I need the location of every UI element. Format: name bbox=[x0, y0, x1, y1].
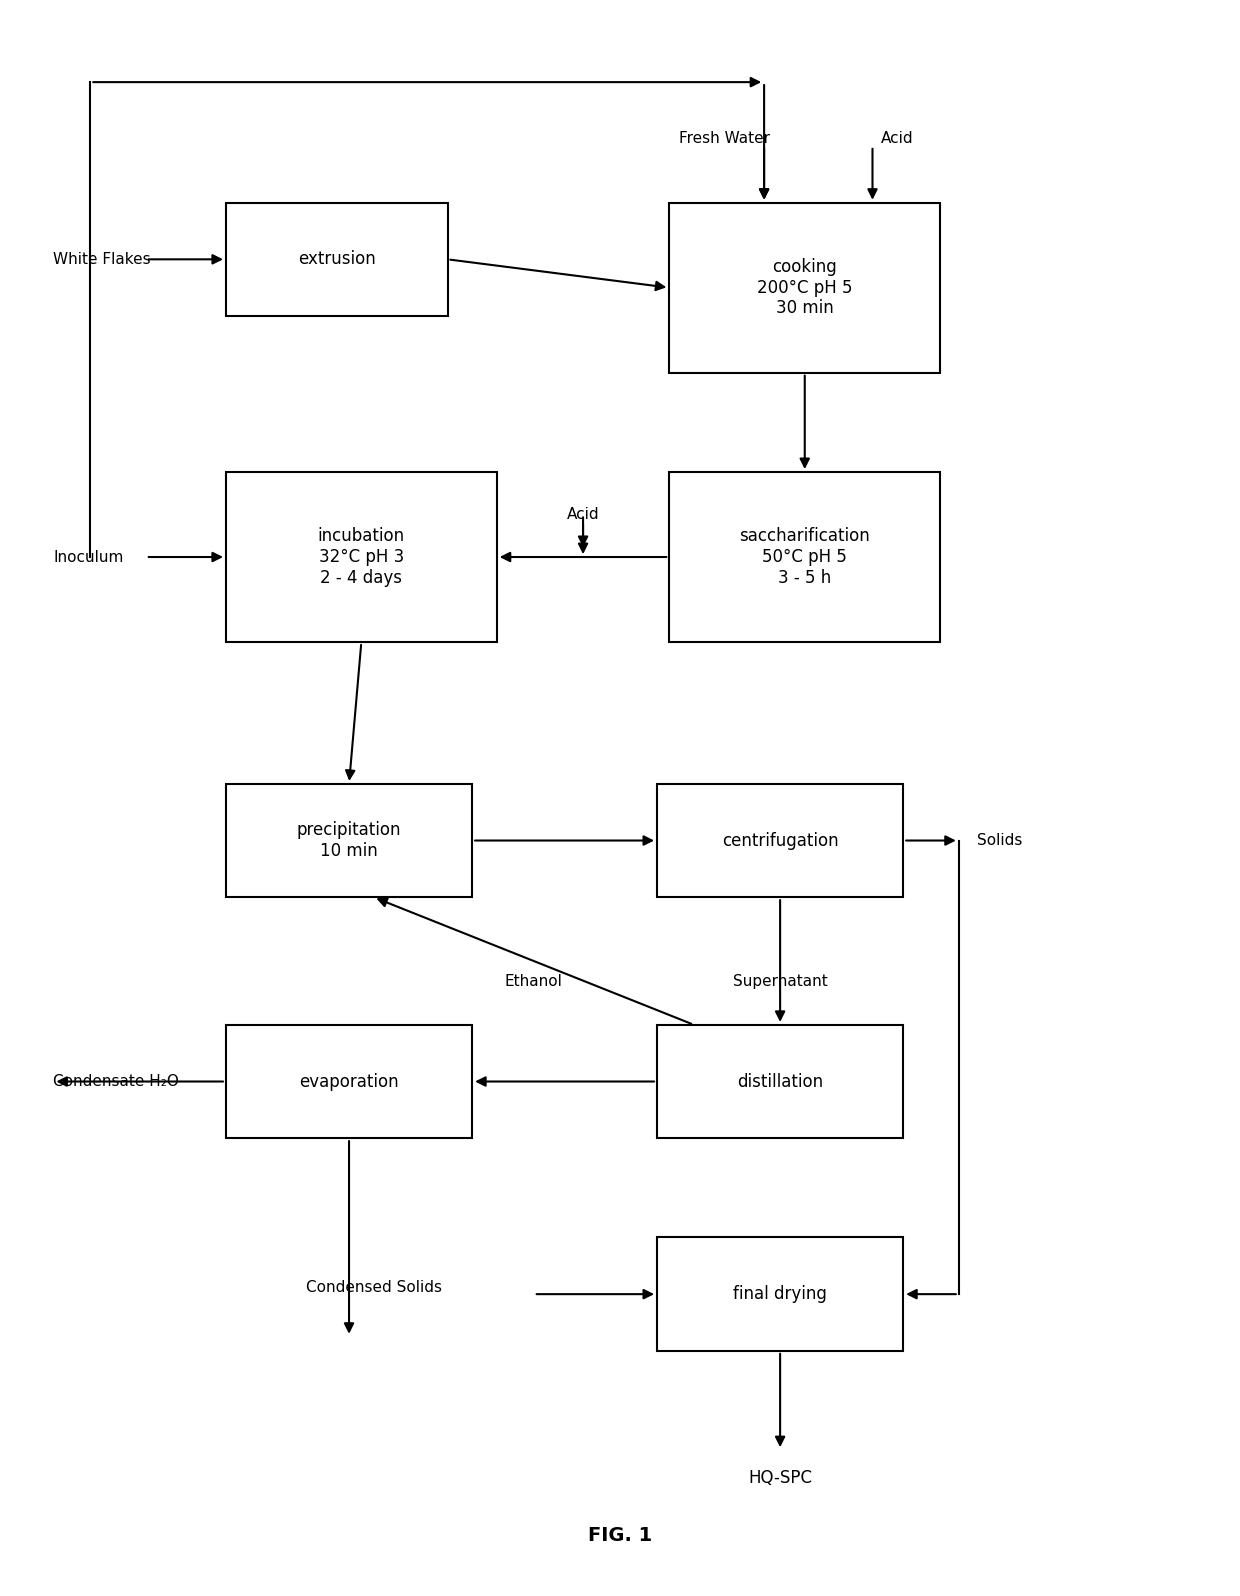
Text: centrifugation: centrifugation bbox=[722, 832, 838, 849]
Text: Acid: Acid bbox=[880, 131, 914, 145]
FancyBboxPatch shape bbox=[657, 1025, 903, 1138]
Text: Inoculum: Inoculum bbox=[53, 549, 124, 565]
FancyBboxPatch shape bbox=[670, 472, 940, 642]
Text: precipitation
10 min: precipitation 10 min bbox=[296, 820, 402, 860]
FancyBboxPatch shape bbox=[226, 1025, 472, 1138]
Text: FIG. 1: FIG. 1 bbox=[588, 1526, 652, 1545]
Text: evaporation: evaporation bbox=[299, 1073, 399, 1090]
FancyBboxPatch shape bbox=[226, 472, 497, 642]
Text: final drying: final drying bbox=[733, 1285, 827, 1304]
Text: Solids: Solids bbox=[977, 833, 1023, 847]
Text: Acid: Acid bbox=[567, 506, 599, 522]
Text: cooking
200°C pH 5
30 min: cooking 200°C pH 5 30 min bbox=[756, 259, 852, 318]
Text: extrusion: extrusion bbox=[298, 251, 376, 268]
Text: Ethanol: Ethanol bbox=[505, 975, 563, 990]
Text: Condensate H₂O: Condensate H₂O bbox=[53, 1074, 180, 1088]
FancyBboxPatch shape bbox=[657, 1237, 903, 1350]
FancyBboxPatch shape bbox=[670, 203, 940, 373]
Text: White Flakes: White Flakes bbox=[53, 252, 151, 267]
FancyBboxPatch shape bbox=[657, 784, 903, 897]
Text: saccharification
50°C pH 5
3 - 5 h: saccharification 50°C pH 5 3 - 5 h bbox=[739, 527, 870, 587]
FancyBboxPatch shape bbox=[226, 784, 472, 897]
Text: Condensed Solids: Condensed Solids bbox=[306, 1280, 441, 1294]
Text: HQ-SPC: HQ-SPC bbox=[748, 1470, 812, 1487]
Text: distillation: distillation bbox=[737, 1073, 823, 1090]
Text: Supernatant: Supernatant bbox=[733, 975, 827, 990]
Text: Fresh Water: Fresh Water bbox=[680, 131, 770, 145]
Text: incubation
32°C pH 3
2 - 4 days: incubation 32°C pH 3 2 - 4 days bbox=[317, 527, 405, 587]
FancyBboxPatch shape bbox=[226, 203, 448, 316]
